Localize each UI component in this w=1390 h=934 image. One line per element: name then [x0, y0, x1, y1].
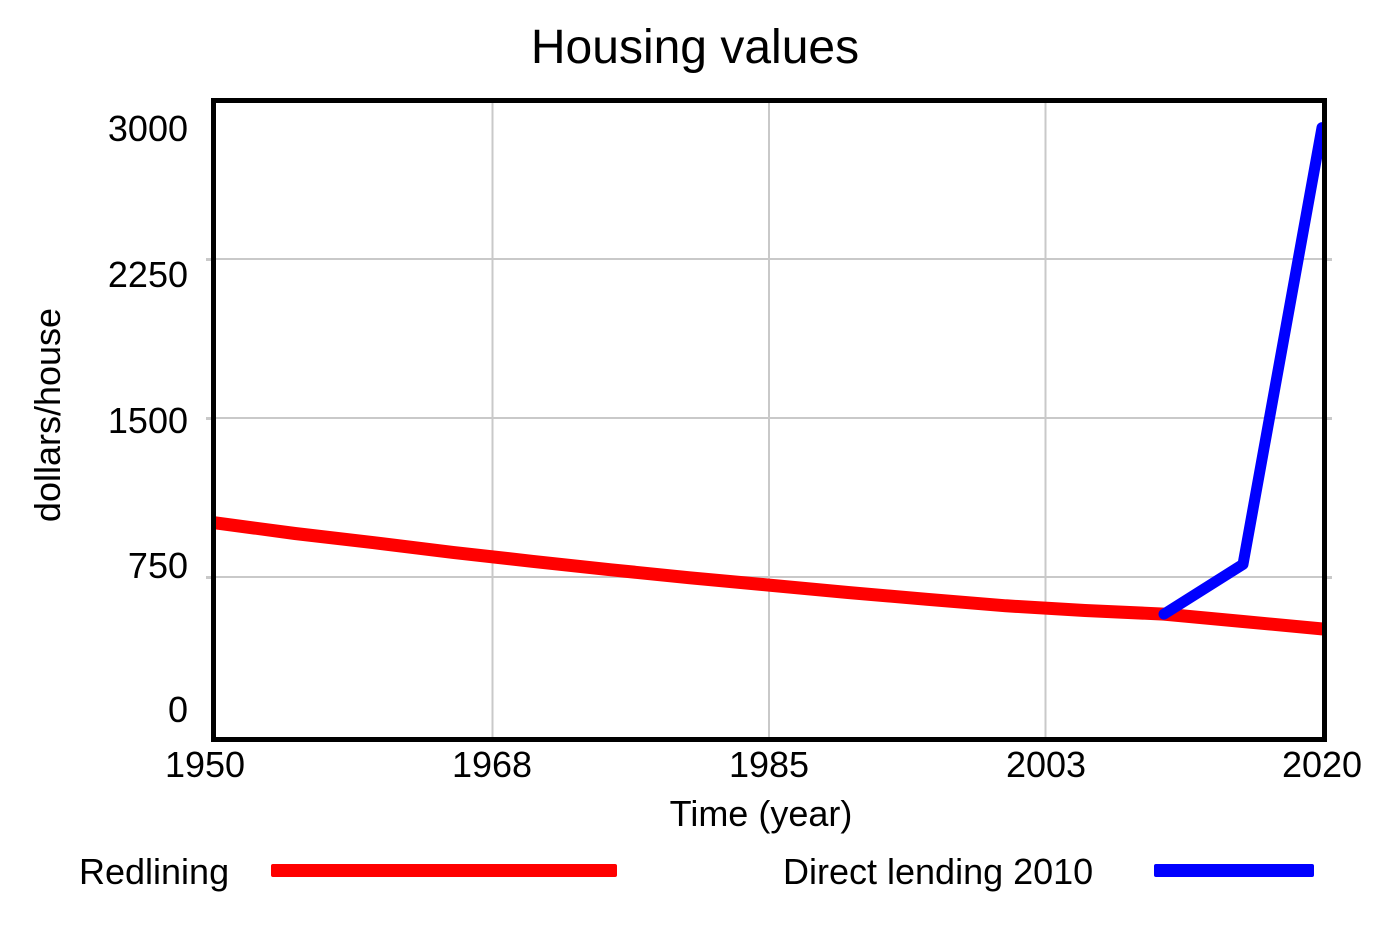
plot-area — [216, 103, 1322, 737]
x-axis-title: Time (year) — [669, 793, 853, 834]
plot-frame — [211, 98, 1327, 742]
y-tick-label-1500: 1500 — [107, 400, 188, 441]
y-tick-label-3000: 3000 — [107, 108, 188, 149]
legend-label-redlining: Redlining — [79, 851, 230, 892]
chart-title: Housing values — [530, 21, 860, 74]
grid-nub — [1327, 417, 1332, 420]
grid-nub — [206, 417, 211, 420]
x-tick-label-1985: 1985 — [728, 744, 810, 785]
y-tick-label-750: 750 — [127, 545, 188, 586]
y-axis-title: dollars/house — [27, 307, 68, 523]
grid-nub — [206, 576, 211, 579]
y-tick-label-2250: 2250 — [107, 254, 188, 295]
legend-label-direct-lending: Direct lending 2010 — [783, 851, 1094, 892]
x-tick-label-2003: 2003 — [1005, 744, 1087, 785]
x-tick-label-1968: 1968 — [451, 744, 533, 785]
grid-nub — [1327, 258, 1332, 261]
grid-nub — [206, 258, 211, 261]
x-tick-label-1950: 1950 — [164, 744, 246, 785]
grid-nub — [1327, 576, 1332, 579]
legend-swatch-redlining-line — [271, 864, 617, 877]
x-tick-label-2020: 2020 — [1281, 744, 1363, 785]
y-tick-label-0: 0 — [167, 689, 188, 730]
legend-swatch-direct-lending-line — [1154, 864, 1314, 877]
